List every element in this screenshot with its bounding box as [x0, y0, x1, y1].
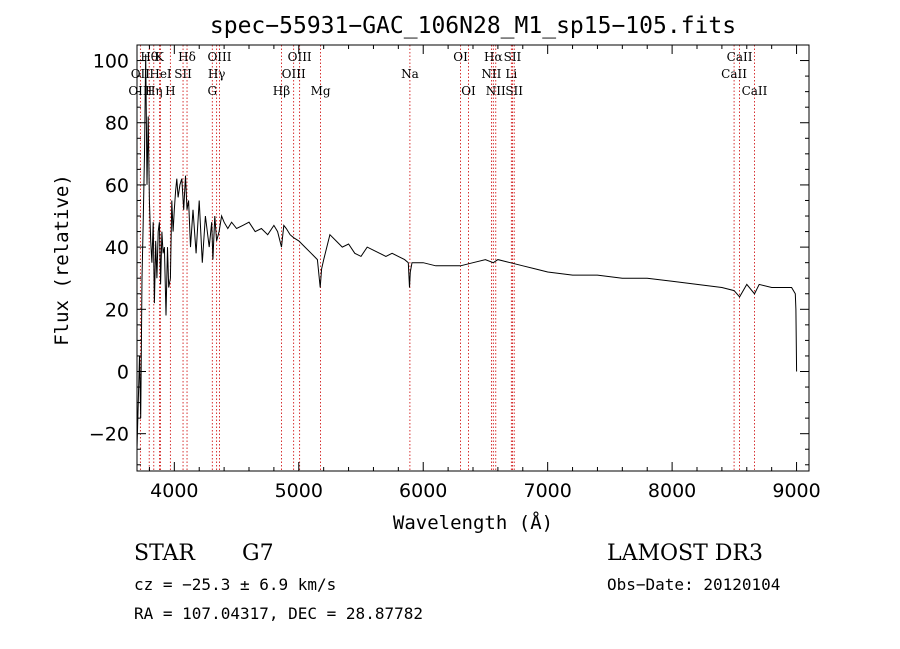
- marker-label: OI: [453, 50, 468, 64]
- y-tick-label: 0: [117, 361, 129, 383]
- marker-label: K: [155, 50, 165, 64]
- x-axis-ticks: 4000 5000 6000 7000 8000 9000: [148, 45, 821, 502]
- marker-label: NII: [486, 84, 506, 98]
- spectral-line-markers: [139, 45, 755, 471]
- y-tick-label: 100: [93, 51, 129, 73]
- marker-label: CaII: [727, 50, 753, 64]
- x-tick-label: 8000: [648, 480, 696, 502]
- marker-label: G: [207, 84, 217, 98]
- marker-label: NII: [481, 67, 501, 81]
- y-axis-label: Flux (relative): [51, 174, 73, 346]
- y-tick-label: 20: [105, 299, 129, 321]
- ra-dec-coordinates: RA = 107.04317, DEC = 28.87782: [134, 604, 423, 623]
- marker-label: CaII: [742, 84, 768, 98]
- marker-label: Hδ: [178, 50, 196, 64]
- observation-date: Obs−Date: 20120104: [607, 575, 780, 594]
- y-tick-label: −20: [89, 424, 129, 446]
- marker-label: H: [165, 84, 175, 98]
- marker-label: Hβ: [273, 84, 290, 98]
- x-tick-label: 4000: [150, 480, 198, 502]
- chart-title: spec−55931−GAC_106N28_M1_sp15−105.fits: [210, 13, 736, 39]
- y-tick-label: 60: [105, 175, 129, 197]
- x-tick-label: 7000: [523, 480, 571, 502]
- survey-name: LAMOST DR3: [607, 541, 763, 566]
- plot-frame: [136, 44, 810, 472]
- marker-label: OIII: [288, 50, 312, 64]
- marker-label: SII: [174, 67, 192, 81]
- marker-label: HeI: [149, 67, 172, 81]
- marker-label: OI: [461, 84, 476, 98]
- x-tick-label: 5000: [275, 480, 323, 502]
- flux-series-line: [136, 54, 798, 450]
- marker-label: Na: [401, 67, 419, 81]
- marker-label: SII: [504, 50, 522, 64]
- marker-label: CaII: [721, 67, 747, 81]
- x-tick-label: 9000: [772, 480, 820, 502]
- x-tick-label: 6000: [399, 480, 447, 502]
- marker-label: OIII: [282, 67, 306, 81]
- object-subclass: G7: [242, 541, 274, 566]
- marker-label: Hη: [145, 84, 163, 98]
- y-tick-label: 40: [105, 237, 129, 259]
- redshift-cz: cz = −25.3 ± 6.9 km/s: [134, 575, 336, 594]
- y-tick-label: 80: [105, 113, 129, 135]
- object-class: STAR: [134, 541, 196, 566]
- y-axis-ticks: −20 0 20 40 60 80 100: [89, 51, 809, 466]
- marker-label: Hγ: [208, 67, 226, 81]
- marker-label: Li: [505, 67, 517, 81]
- marker-label: SII: [505, 84, 523, 98]
- marker-label: OII: [131, 67, 151, 81]
- marker-label: Mg: [311, 84, 331, 98]
- marker-label: Hα: [484, 50, 503, 64]
- marker-label: OIII: [207, 50, 231, 64]
- x-axis-label: Wavelength (Å): [393, 511, 553, 534]
